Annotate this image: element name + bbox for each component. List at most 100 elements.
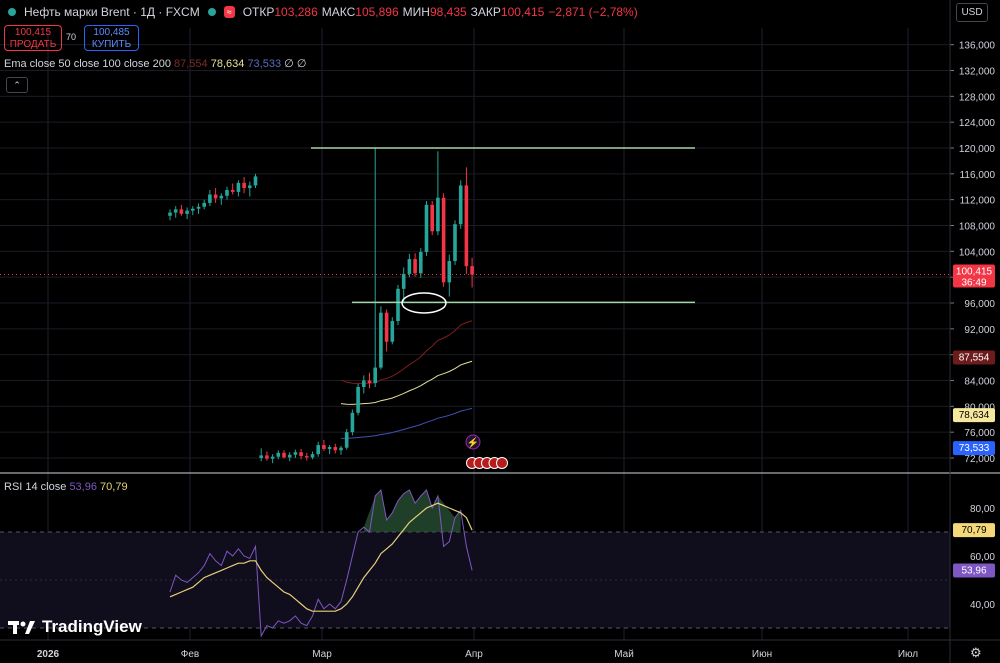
candle bbox=[191, 206, 195, 216]
candle bbox=[219, 193, 224, 205]
candle bbox=[379, 306, 383, 370]
rsi-pane: 40,00 60,00 80,00 70,79 53,96 bbox=[0, 488, 995, 638]
rsi-ma-value: 70,79 bbox=[100, 481, 128, 493]
candle bbox=[373, 148, 377, 387]
ema-legend-label: Ema close 50 close 100 close 200 bbox=[4, 58, 171, 70]
ema100-value: 78,634 bbox=[210, 58, 245, 70]
time-tick-label: 2026 bbox=[37, 649, 60, 660]
price-tick-label: 132,000 bbox=[959, 67, 996, 78]
candle bbox=[248, 181, 252, 197]
ema-100-line bbox=[340, 360, 473, 405]
low-label: МИН bbox=[402, 5, 430, 19]
candle bbox=[196, 203, 201, 214]
time-tick-label: Июл bbox=[898, 649, 918, 660]
candle bbox=[396, 284, 400, 325]
svg-text:73,533: 73,533 bbox=[959, 443, 990, 454]
rsi-legend[interactable]: RSI 14 close 53,96 70,79 bbox=[4, 481, 128, 493]
candle bbox=[356, 383, 360, 416]
ema50-value: 87,554 bbox=[174, 58, 208, 70]
sell-label: ПРОДАТЬ bbox=[9, 39, 57, 50]
ema-legend[interactable]: Ema close 50 close 100 close 200 87,554 … bbox=[4, 57, 306, 70]
sell-button[interactable]: 100,415 ПРОДАТЬ bbox=[4, 25, 62, 51]
rsi-price-label: 53,96 bbox=[953, 563, 995, 578]
open-value: 103,286 bbox=[274, 5, 318, 19]
tradingview-logo[interactable]: TradingView bbox=[8, 617, 142, 637]
rsi-overbought-fill bbox=[363, 490, 461, 532]
ema200-price-label: 73,533 bbox=[953, 441, 995, 456]
level-lines: ⚡ bbox=[311, 147, 695, 469]
candle bbox=[407, 253, 412, 278]
candle bbox=[185, 207, 189, 220]
ema100-price-label: 78,634 bbox=[953, 408, 995, 423]
candle bbox=[236, 180, 241, 197]
price-tick-label: 112,000 bbox=[960, 196, 996, 207]
candle bbox=[299, 448, 303, 460]
candle bbox=[173, 206, 178, 218]
candle bbox=[322, 439, 326, 451]
candle bbox=[282, 450, 286, 459]
price-tick-label: 108,000 bbox=[959, 222, 996, 233]
price-tick-label: 72,000 bbox=[964, 454, 995, 465]
ema200-value: 73,533 bbox=[247, 58, 282, 70]
candle bbox=[253, 173, 258, 189]
candle bbox=[458, 180, 463, 229]
candle bbox=[401, 267, 406, 303]
status-dot-icon bbox=[207, 8, 216, 16]
gear-icon[interactable]: ⚙ bbox=[970, 645, 982, 660]
approx-badge: ≈ bbox=[223, 6, 235, 18]
open-label: ОТКР bbox=[242, 5, 275, 19]
price-tick-label: 120,000 bbox=[959, 144, 996, 155]
candle bbox=[213, 188, 218, 203]
buy-button[interactable]: 100,485 КУПИТЬ bbox=[84, 25, 139, 51]
candle bbox=[265, 451, 269, 461]
candle bbox=[230, 183, 235, 195]
price-tick-label: 136,000 bbox=[959, 41, 996, 52]
price-tick-label: 104,000 bbox=[959, 247, 996, 258]
svg-text:36:49: 36:49 bbox=[961, 277, 986, 288]
svg-text:53,96: 53,96 bbox=[961, 565, 986, 576]
candle bbox=[413, 253, 417, 277]
candle bbox=[430, 200, 434, 236]
buy-price: 100,485 bbox=[93, 27, 130, 38]
svg-text:100,415: 100,415 bbox=[956, 266, 993, 277]
ema-extra-value-2: ∅ bbox=[296, 58, 307, 70]
candle bbox=[293, 449, 298, 458]
ema-extra-value-1: ∅ bbox=[284, 58, 294, 70]
flag-event-icon[interactable] bbox=[496, 457, 508, 469]
time-tick-label: Июн bbox=[752, 649, 772, 660]
ema-50-line bbox=[340, 320, 473, 384]
event-markers[interactable]: ⚡ bbox=[465, 434, 508, 469]
candle bbox=[242, 177, 246, 194]
candle bbox=[305, 452, 309, 461]
candle bbox=[202, 199, 206, 210]
price-tick-label: 124,000 bbox=[959, 118, 996, 129]
ema-200-line bbox=[340, 407, 473, 439]
market-status-icon bbox=[8, 8, 16, 16]
candle bbox=[419, 248, 423, 278]
candle bbox=[447, 254, 452, 297]
candle bbox=[276, 450, 281, 460]
tradingview-logo-icon bbox=[8, 621, 35, 634]
candle bbox=[390, 317, 395, 345]
highlight-ellipse[interactable] bbox=[401, 292, 447, 314]
currency-button[interactable]: USD bbox=[956, 3, 988, 22]
change-value: −2,871 (−2,78%) bbox=[548, 5, 638, 19]
candle bbox=[259, 448, 263, 462]
candle bbox=[344, 428, 349, 450]
rsi-tick-label: 40,00 bbox=[970, 600, 995, 611]
low-value: 98,435 bbox=[429, 5, 467, 19]
candle bbox=[270, 454, 275, 464]
candle bbox=[464, 167, 469, 274]
lightning-icon[interactable] bbox=[465, 434, 481, 450]
candle bbox=[310, 451, 315, 460]
candle bbox=[333, 443, 338, 454]
candle bbox=[168, 209, 172, 221]
chevron-up-icon[interactable]: ⌃ bbox=[6, 77, 28, 93]
symbol-title[interactable]: Нефть марки Brent · 1Д · FXCM bbox=[24, 5, 200, 19]
rsi-legend-label: RSI 14 close bbox=[4, 481, 67, 493]
ema-lines bbox=[340, 320, 473, 439]
price-tick-label: 96,000 bbox=[964, 299, 995, 310]
symbol-header[interactable]: Нефть марки Brent · 1Д · FXCM ≈ ОТКР 103,… bbox=[4, 3, 638, 21]
